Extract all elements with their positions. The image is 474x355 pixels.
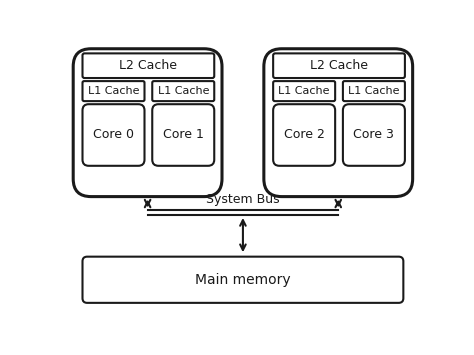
Text: Processor 1: Processor 1 bbox=[302, 59, 374, 72]
FancyBboxPatch shape bbox=[152, 81, 214, 101]
Text: L1 Cache: L1 Cache bbox=[88, 86, 139, 96]
Text: L2 Cache: L2 Cache bbox=[310, 59, 368, 72]
FancyBboxPatch shape bbox=[343, 104, 405, 166]
Text: Core 3: Core 3 bbox=[354, 129, 394, 142]
FancyBboxPatch shape bbox=[82, 81, 145, 101]
Text: System Bus: System Bus bbox=[206, 193, 280, 206]
Text: L1 Cache: L1 Cache bbox=[348, 86, 400, 96]
FancyBboxPatch shape bbox=[273, 104, 335, 166]
Text: Core 1: Core 1 bbox=[163, 129, 204, 142]
FancyBboxPatch shape bbox=[82, 104, 145, 166]
FancyBboxPatch shape bbox=[264, 49, 413, 197]
FancyBboxPatch shape bbox=[82, 257, 403, 303]
FancyBboxPatch shape bbox=[82, 53, 214, 78]
FancyBboxPatch shape bbox=[73, 49, 222, 197]
Text: Core 0: Core 0 bbox=[93, 129, 134, 142]
Text: L1 Cache: L1 Cache bbox=[278, 86, 330, 96]
Text: Main memory: Main memory bbox=[195, 273, 291, 287]
FancyBboxPatch shape bbox=[343, 81, 405, 101]
Text: L2 Cache: L2 Cache bbox=[119, 59, 177, 72]
Text: Processor 0: Processor 0 bbox=[111, 59, 184, 72]
Text: Core 2: Core 2 bbox=[284, 129, 325, 142]
FancyBboxPatch shape bbox=[273, 81, 335, 101]
FancyBboxPatch shape bbox=[273, 53, 405, 78]
Text: L1 Cache: L1 Cache bbox=[157, 86, 209, 96]
FancyBboxPatch shape bbox=[152, 104, 214, 166]
